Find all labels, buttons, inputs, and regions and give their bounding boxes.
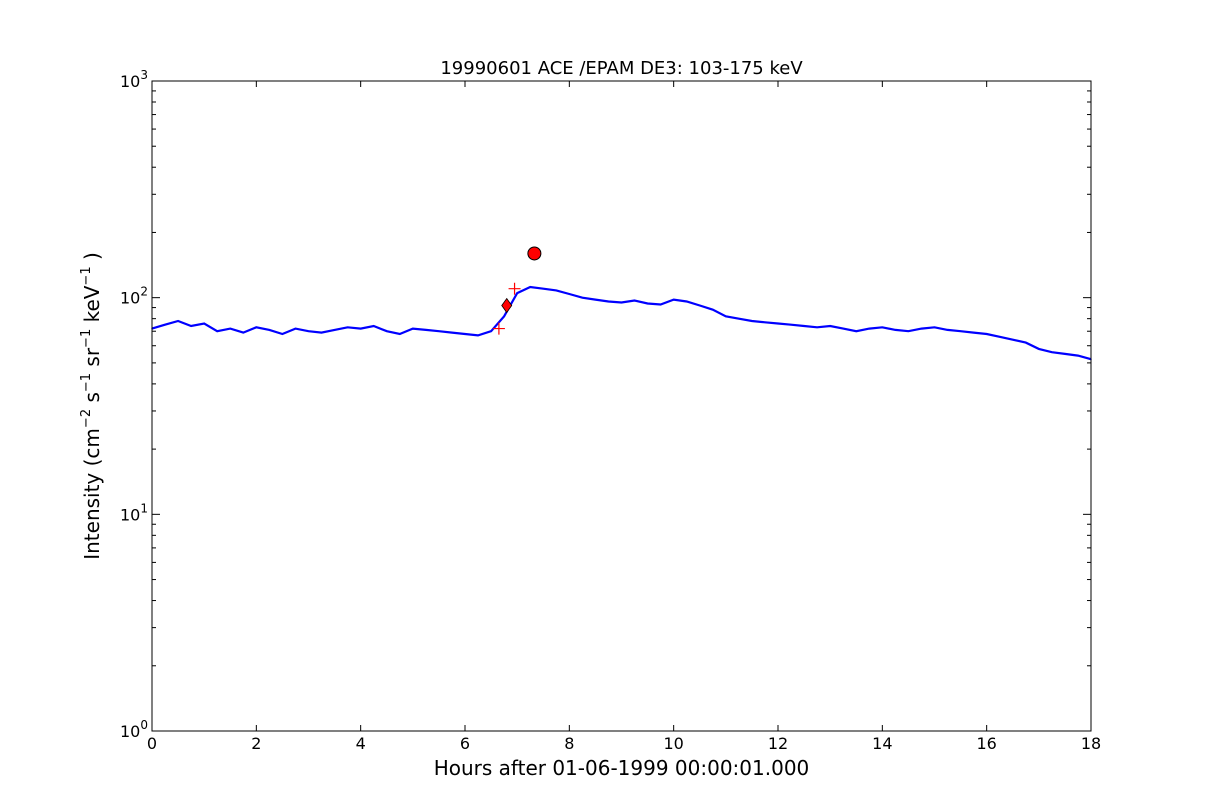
data-point bbox=[725, 315, 727, 317]
data-point bbox=[360, 328, 362, 330]
data-point bbox=[1012, 339, 1014, 341]
y-tick-label: 101 bbox=[120, 501, 148, 524]
data-point bbox=[373, 325, 375, 327]
data-point bbox=[960, 330, 962, 332]
data-point bbox=[1025, 342, 1027, 344]
y-axis-ticks: 100 101 102 103 bbox=[120, 68, 1091, 741]
data-point bbox=[594, 299, 597, 301]
data-point bbox=[320, 332, 323, 334]
marker-diamond bbox=[501, 297, 513, 314]
data-point bbox=[660, 303, 662, 306]
data-point bbox=[255, 326, 257, 328]
x-axis-ticks: 0 2 4 6 8 10 12 14 16 18 bbox=[147, 81, 1101, 753]
data-point bbox=[907, 330, 910, 332]
data-point bbox=[190, 325, 192, 327]
chart-title: 19990601 ACE /EPAM DE3: 103-175 keV bbox=[440, 58, 803, 79]
data-point bbox=[816, 326, 818, 328]
y-tick-label: 102 bbox=[120, 285, 148, 308]
marker-plus bbox=[492, 322, 505, 335]
y-axis-label: Intensity (cm−2 s−1 sr−1 keV−1 ) bbox=[79, 252, 104, 560]
data-point bbox=[334, 329, 336, 331]
data-point bbox=[307, 330, 310, 332]
marker-circle bbox=[527, 246, 542, 261]
data-point bbox=[920, 328, 923, 330]
data-point bbox=[1038, 348, 1040, 350]
data-point bbox=[764, 321, 766, 323]
data-point bbox=[894, 329, 897, 331]
data-point bbox=[620, 301, 623, 304]
plot-background bbox=[152, 81, 1091, 731]
data-point bbox=[751, 320, 753, 322]
data-point bbox=[386, 330, 388, 332]
data-point bbox=[477, 334, 479, 336]
data-point bbox=[607, 300, 610, 303]
data-point bbox=[699, 304, 701, 307]
data-point bbox=[177, 320, 179, 322]
data-point bbox=[242, 332, 244, 334]
x-tick-label: 0 bbox=[147, 734, 157, 753]
data-point bbox=[999, 336, 1001, 338]
data-point bbox=[216, 330, 218, 332]
plot-frame bbox=[151, 80, 1092, 732]
data-point bbox=[516, 292, 518, 294]
data-point bbox=[946, 329, 949, 331]
x-tick-label: 12 bbox=[768, 734, 788, 753]
x-tick-label: 6 bbox=[460, 734, 470, 753]
data-point bbox=[425, 329, 427, 331]
y-tick-label: 100 bbox=[120, 718, 148, 741]
data-point bbox=[529, 286, 531, 288]
data-point bbox=[281, 333, 283, 335]
data-point bbox=[986, 333, 988, 335]
data-point bbox=[881, 326, 883, 328]
data-point bbox=[933, 326, 936, 328]
data-point bbox=[203, 322, 205, 325]
data-point bbox=[777, 322, 779, 325]
x-tick-label: 10 bbox=[663, 734, 683, 753]
data-point bbox=[803, 325, 805, 327]
data-point bbox=[464, 333, 466, 335]
data-point bbox=[712, 309, 714, 311]
data-point bbox=[1051, 351, 1053, 353]
plot-content bbox=[151, 246, 1092, 361]
data-point bbox=[1077, 355, 1079, 357]
data-point bbox=[399, 333, 401, 335]
data-point bbox=[842, 328, 844, 330]
marker-plus bbox=[508, 282, 521, 295]
x-tick-label: 4 bbox=[356, 734, 366, 753]
data-point bbox=[412, 328, 414, 330]
data-point bbox=[568, 293, 570, 295]
data-point bbox=[633, 299, 636, 302]
x-tick-label: 16 bbox=[976, 734, 996, 753]
x-tick-label: 8 bbox=[564, 734, 574, 753]
x-tick-label: 14 bbox=[872, 734, 892, 753]
data-point bbox=[542, 288, 544, 290]
data-point bbox=[829, 325, 831, 327]
x-tick-label: 2 bbox=[251, 734, 261, 753]
data-point bbox=[855, 330, 857, 332]
x-tick-label: 18 bbox=[1081, 734, 1101, 753]
data-point bbox=[738, 318, 740, 320]
data-point bbox=[268, 329, 270, 331]
data-point bbox=[868, 328, 870, 330]
data-point bbox=[451, 332, 453, 334]
data-point bbox=[294, 328, 297, 330]
data-point bbox=[686, 300, 688, 303]
x-axis-label: Hours after 01-06-1999 00:00:01.000 bbox=[434, 756, 810, 780]
data-point bbox=[164, 324, 166, 326]
data-point bbox=[438, 330, 440, 332]
data-point bbox=[503, 315, 505, 317]
data-point bbox=[490, 330, 492, 332]
data-point bbox=[790, 324, 792, 326]
y-tick-label: 103 bbox=[120, 68, 148, 91]
data-point bbox=[347, 326, 349, 328]
data-point bbox=[555, 289, 557, 291]
data-point bbox=[973, 332, 975, 334]
data-point bbox=[673, 299, 675, 301]
data-point bbox=[229, 328, 231, 330]
data-point bbox=[647, 302, 649, 305]
data-point bbox=[581, 297, 584, 299]
data-point bbox=[1064, 353, 1066, 355]
